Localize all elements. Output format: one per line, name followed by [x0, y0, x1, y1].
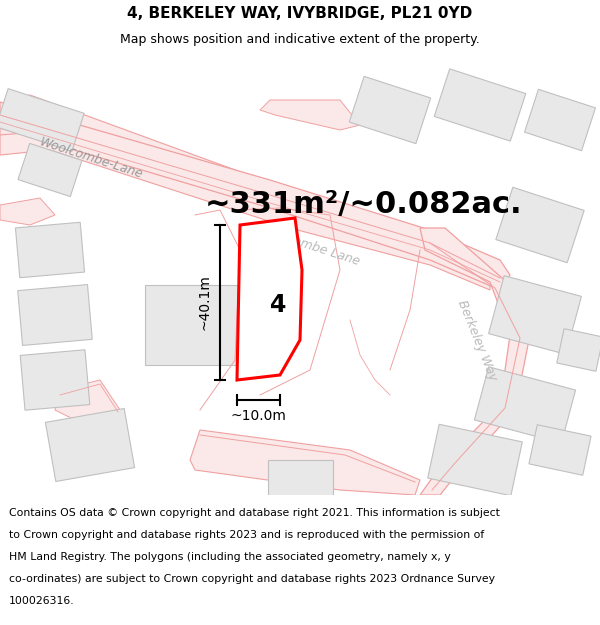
- Bar: [16, 222, 85, 278]
- Bar: [349, 76, 431, 144]
- Polygon shape: [420, 228, 530, 495]
- Bar: [18, 284, 92, 346]
- Bar: [557, 329, 600, 371]
- Polygon shape: [55, 380, 120, 425]
- Bar: [529, 425, 591, 475]
- Polygon shape: [190, 430, 420, 495]
- Text: Woolcombe Lane: Woolcombe Lane: [255, 222, 361, 268]
- Polygon shape: [237, 218, 302, 380]
- Text: 4, BERKELEY WAY, IVYBRIDGE, PL21 0YD: 4, BERKELEY WAY, IVYBRIDGE, PL21 0YD: [127, 6, 473, 21]
- Polygon shape: [0, 102, 510, 290]
- Bar: [475, 367, 575, 443]
- Text: HM Land Registry. The polygons (including the associated geometry, namely x, y: HM Land Registry. The polygons (includin…: [9, 552, 451, 562]
- Bar: [46, 409, 134, 481]
- Text: to Crown copyright and database rights 2023 and is reproduced with the permissio: to Crown copyright and database rights 2…: [9, 530, 484, 540]
- Text: ~40.1m: ~40.1m: [197, 274, 211, 331]
- Text: co-ordinates) are subject to Crown copyright and database rights 2023 Ordnance S: co-ordinates) are subject to Crown copyr…: [9, 574, 495, 584]
- Text: Contains OS data © Crown copyright and database right 2021. This information is : Contains OS data © Crown copyright and d…: [9, 508, 500, 518]
- Bar: [488, 276, 581, 354]
- Bar: [524, 89, 595, 151]
- Text: Woolcombe-Lane: Woolcombe-Lane: [38, 135, 145, 181]
- Text: 4: 4: [270, 293, 286, 317]
- Polygon shape: [0, 198, 55, 225]
- Text: Map shows position and indicative extent of the property.: Map shows position and indicative extent…: [120, 32, 480, 46]
- Bar: [145, 285, 285, 365]
- Polygon shape: [260, 100, 360, 130]
- Text: ~10.0m: ~10.0m: [230, 409, 286, 423]
- Bar: [496, 188, 584, 262]
- Text: Berkeley Way: Berkeley Way: [455, 298, 499, 382]
- Polygon shape: [0, 95, 430, 250]
- Bar: [0, 89, 84, 151]
- Bar: [428, 424, 522, 496]
- Text: ~331m²/~0.082ac.: ~331m²/~0.082ac.: [205, 191, 523, 219]
- Bar: [268, 460, 332, 500]
- Bar: [434, 69, 526, 141]
- Bar: [18, 143, 82, 197]
- Text: 100026316.: 100026316.: [9, 596, 74, 606]
- Polygon shape: [0, 130, 490, 290]
- Bar: [20, 350, 90, 410]
